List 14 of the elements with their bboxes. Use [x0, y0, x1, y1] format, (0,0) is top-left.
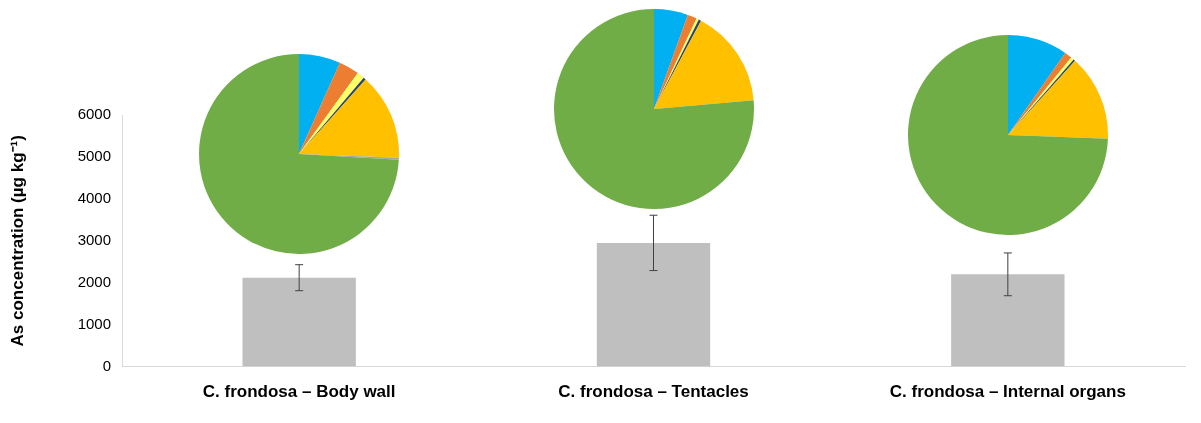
y-tick-label: 1000: [77, 314, 111, 332]
x-tick-label: C. frondosa – Tentacles: [558, 382, 749, 402]
y-axis-title: As concentration (µg kg⁻¹): [7, 135, 27, 347]
y-tick-label: 2000: [77, 272, 111, 290]
x-tick-label: C. frondosa – Internal organs: [889, 382, 1126, 402]
y-tick-label: 3000: [77, 230, 111, 248]
bar: [596, 242, 711, 367]
y-tick-label: 6000: [77, 105, 111, 123]
bar: [951, 274, 1065, 367]
x-tick-label: C. frondosa – Body wall: [202, 382, 396, 402]
y-tick-label: 0: [102, 356, 111, 374]
bar: [242, 277, 356, 367]
y-tick-label: 5000: [77, 147, 111, 165]
y-tick-label: 4000: [77, 189, 111, 207]
